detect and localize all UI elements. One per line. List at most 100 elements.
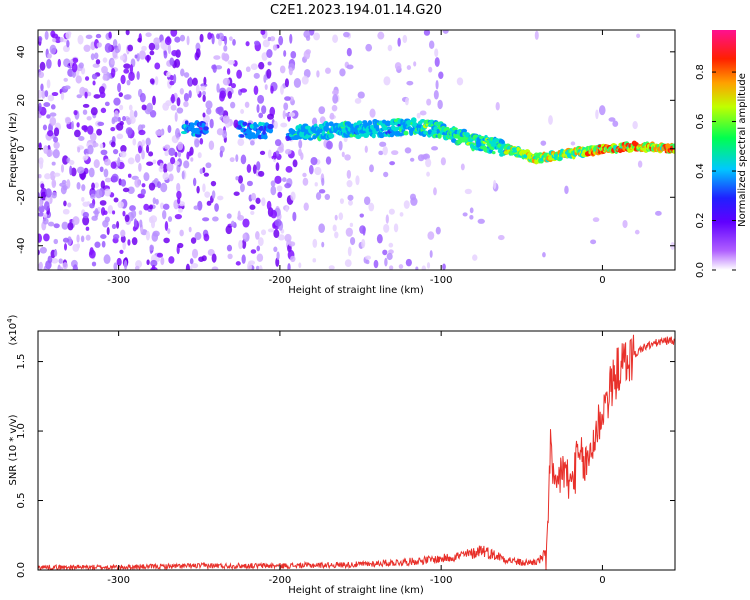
heatmap-cell	[415, 266, 419, 270]
heatmap-cell	[46, 79, 51, 89]
heatmap-cell	[53, 141, 60, 149]
heatmap-cell	[267, 36, 272, 42]
heatmap-cell	[225, 225, 233, 235]
heatmap-cell	[111, 116, 119, 123]
heatmap-cell	[52, 148, 60, 159]
heatmap-cell	[72, 216, 80, 226]
heatmap-cell	[118, 92, 124, 98]
heatmap-cell	[87, 125, 94, 135]
colorbar-ticks: 0.0 0.2 0.4 0.6 0.8	[695, 64, 736, 278]
heatmap-cell	[223, 45, 228, 52]
heatmap-cell	[88, 167, 95, 178]
heatmap-cell	[153, 37, 161, 45]
heatmap-cell	[104, 101, 110, 107]
heatmap-cell	[125, 127, 133, 136]
heatmap-cell	[113, 197, 119, 203]
heatmap-cell	[241, 254, 246, 264]
heatmap-cell	[328, 133, 335, 139]
heatmap-cell	[304, 125, 312, 130]
heatmap-cell	[199, 168, 203, 175]
heatmap-cell	[160, 257, 165, 266]
heatmap-cell	[145, 137, 151, 146]
heatmap-cell	[203, 126, 209, 131]
heatmap-cell	[47, 221, 55, 227]
snr-multiplier-exp: 4	[6, 318, 14, 323]
heatmap-cell	[122, 187, 130, 193]
heatmap-cell	[598, 105, 606, 116]
heatmap-cell	[267, 113, 275, 120]
heatmap-cell	[148, 204, 154, 210]
heatmap-cell	[38, 212, 45, 217]
heatmap-cell	[250, 192, 257, 201]
snr-x-ticks: -300 -200 -100 0	[107, 331, 606, 586]
heatmap-cell	[332, 94, 339, 104]
heatmap-cell	[253, 40, 260, 46]
heatmap-cell	[226, 213, 232, 219]
heatmap-cell	[211, 253, 217, 263]
heatmap-cell	[256, 104, 260, 113]
heatmap-cell	[91, 182, 95, 190]
heatmap-cell	[308, 164, 314, 175]
heatmap-cell	[274, 219, 282, 227]
heatmap-cell	[61, 221, 69, 230]
heatmap-cell	[266, 200, 272, 211]
heatmap-cell	[174, 36, 181, 43]
heatmap-cell	[287, 263, 291, 270]
heatmap-cell	[99, 200, 107, 206]
heatmap-cell	[273, 229, 280, 238]
heatmap-cell	[293, 77, 302, 88]
heatmap-cell	[207, 32, 212, 40]
heatmap-cell	[262, 39, 270, 48]
heatmap-cell	[298, 139, 303, 149]
y-tick-label: 1.0	[16, 423, 27, 439]
heatmap-cell	[166, 162, 174, 172]
heatmap-cell	[134, 153, 141, 163]
heatmap-cell	[134, 178, 141, 188]
heatmap-cell	[51, 178, 57, 189]
heatmap-cell	[59, 36, 64, 43]
heatmap-cell	[290, 191, 296, 201]
figure-title: C2E1.2023.194.01.14.G20	[270, 3, 442, 18]
heatmap-cell	[256, 245, 261, 252]
heatmap-cell	[110, 161, 117, 169]
heatmap-cell	[347, 194, 354, 201]
heatmap-cell	[237, 214, 245, 221]
svg-text:(x104): (x104)	[6, 314, 19, 345]
heatmap-cell	[426, 98, 432, 106]
x-tick-label: -300	[107, 275, 130, 286]
heatmap-cell	[49, 116, 57, 126]
heatmap-cell	[138, 210, 143, 215]
heatmap-cell	[151, 264, 156, 270]
heatmap-cell	[141, 149, 145, 160]
heatmap-cell	[318, 106, 326, 115]
heatmap-cell	[43, 145, 49, 154]
heatmap-cell	[228, 36, 233, 41]
heatmap-cell	[39, 61, 46, 71]
y-tick-label: -20	[16, 189, 27, 205]
heatmap-cell	[62, 262, 68, 270]
heatmap-cell	[385, 214, 389, 224]
heatmap-cell	[438, 71, 444, 80]
heatmap-cell	[257, 170, 265, 177]
heatmap-y-axis-label: Frequency (Hz)	[8, 112, 19, 188]
heatmap-cell	[108, 31, 112, 39]
heatmap-cell	[325, 121, 330, 128]
heatmap-cell	[122, 210, 126, 217]
heatmap-cell	[159, 162, 164, 170]
heatmap-cell	[355, 134, 362, 140]
heatmap-cell	[261, 52, 268, 61]
heatmap-cell	[170, 93, 175, 104]
heatmap-cell	[276, 251, 280, 260]
heatmap-cell	[202, 112, 206, 118]
heatmap-cell	[267, 149, 272, 159]
heatmap-cell	[329, 112, 335, 120]
heatmap-cell	[185, 263, 190, 270]
heatmap-cell	[202, 183, 206, 193]
heatmap-cell	[318, 189, 326, 194]
heatmap-cell	[419, 110, 427, 116]
heatmap-cell	[149, 244, 155, 251]
heatmap-cell	[179, 34, 186, 42]
heatmap-cell	[253, 124, 260, 128]
heatmap-cell	[258, 61, 265, 70]
heatmap-cell	[62, 155, 69, 165]
